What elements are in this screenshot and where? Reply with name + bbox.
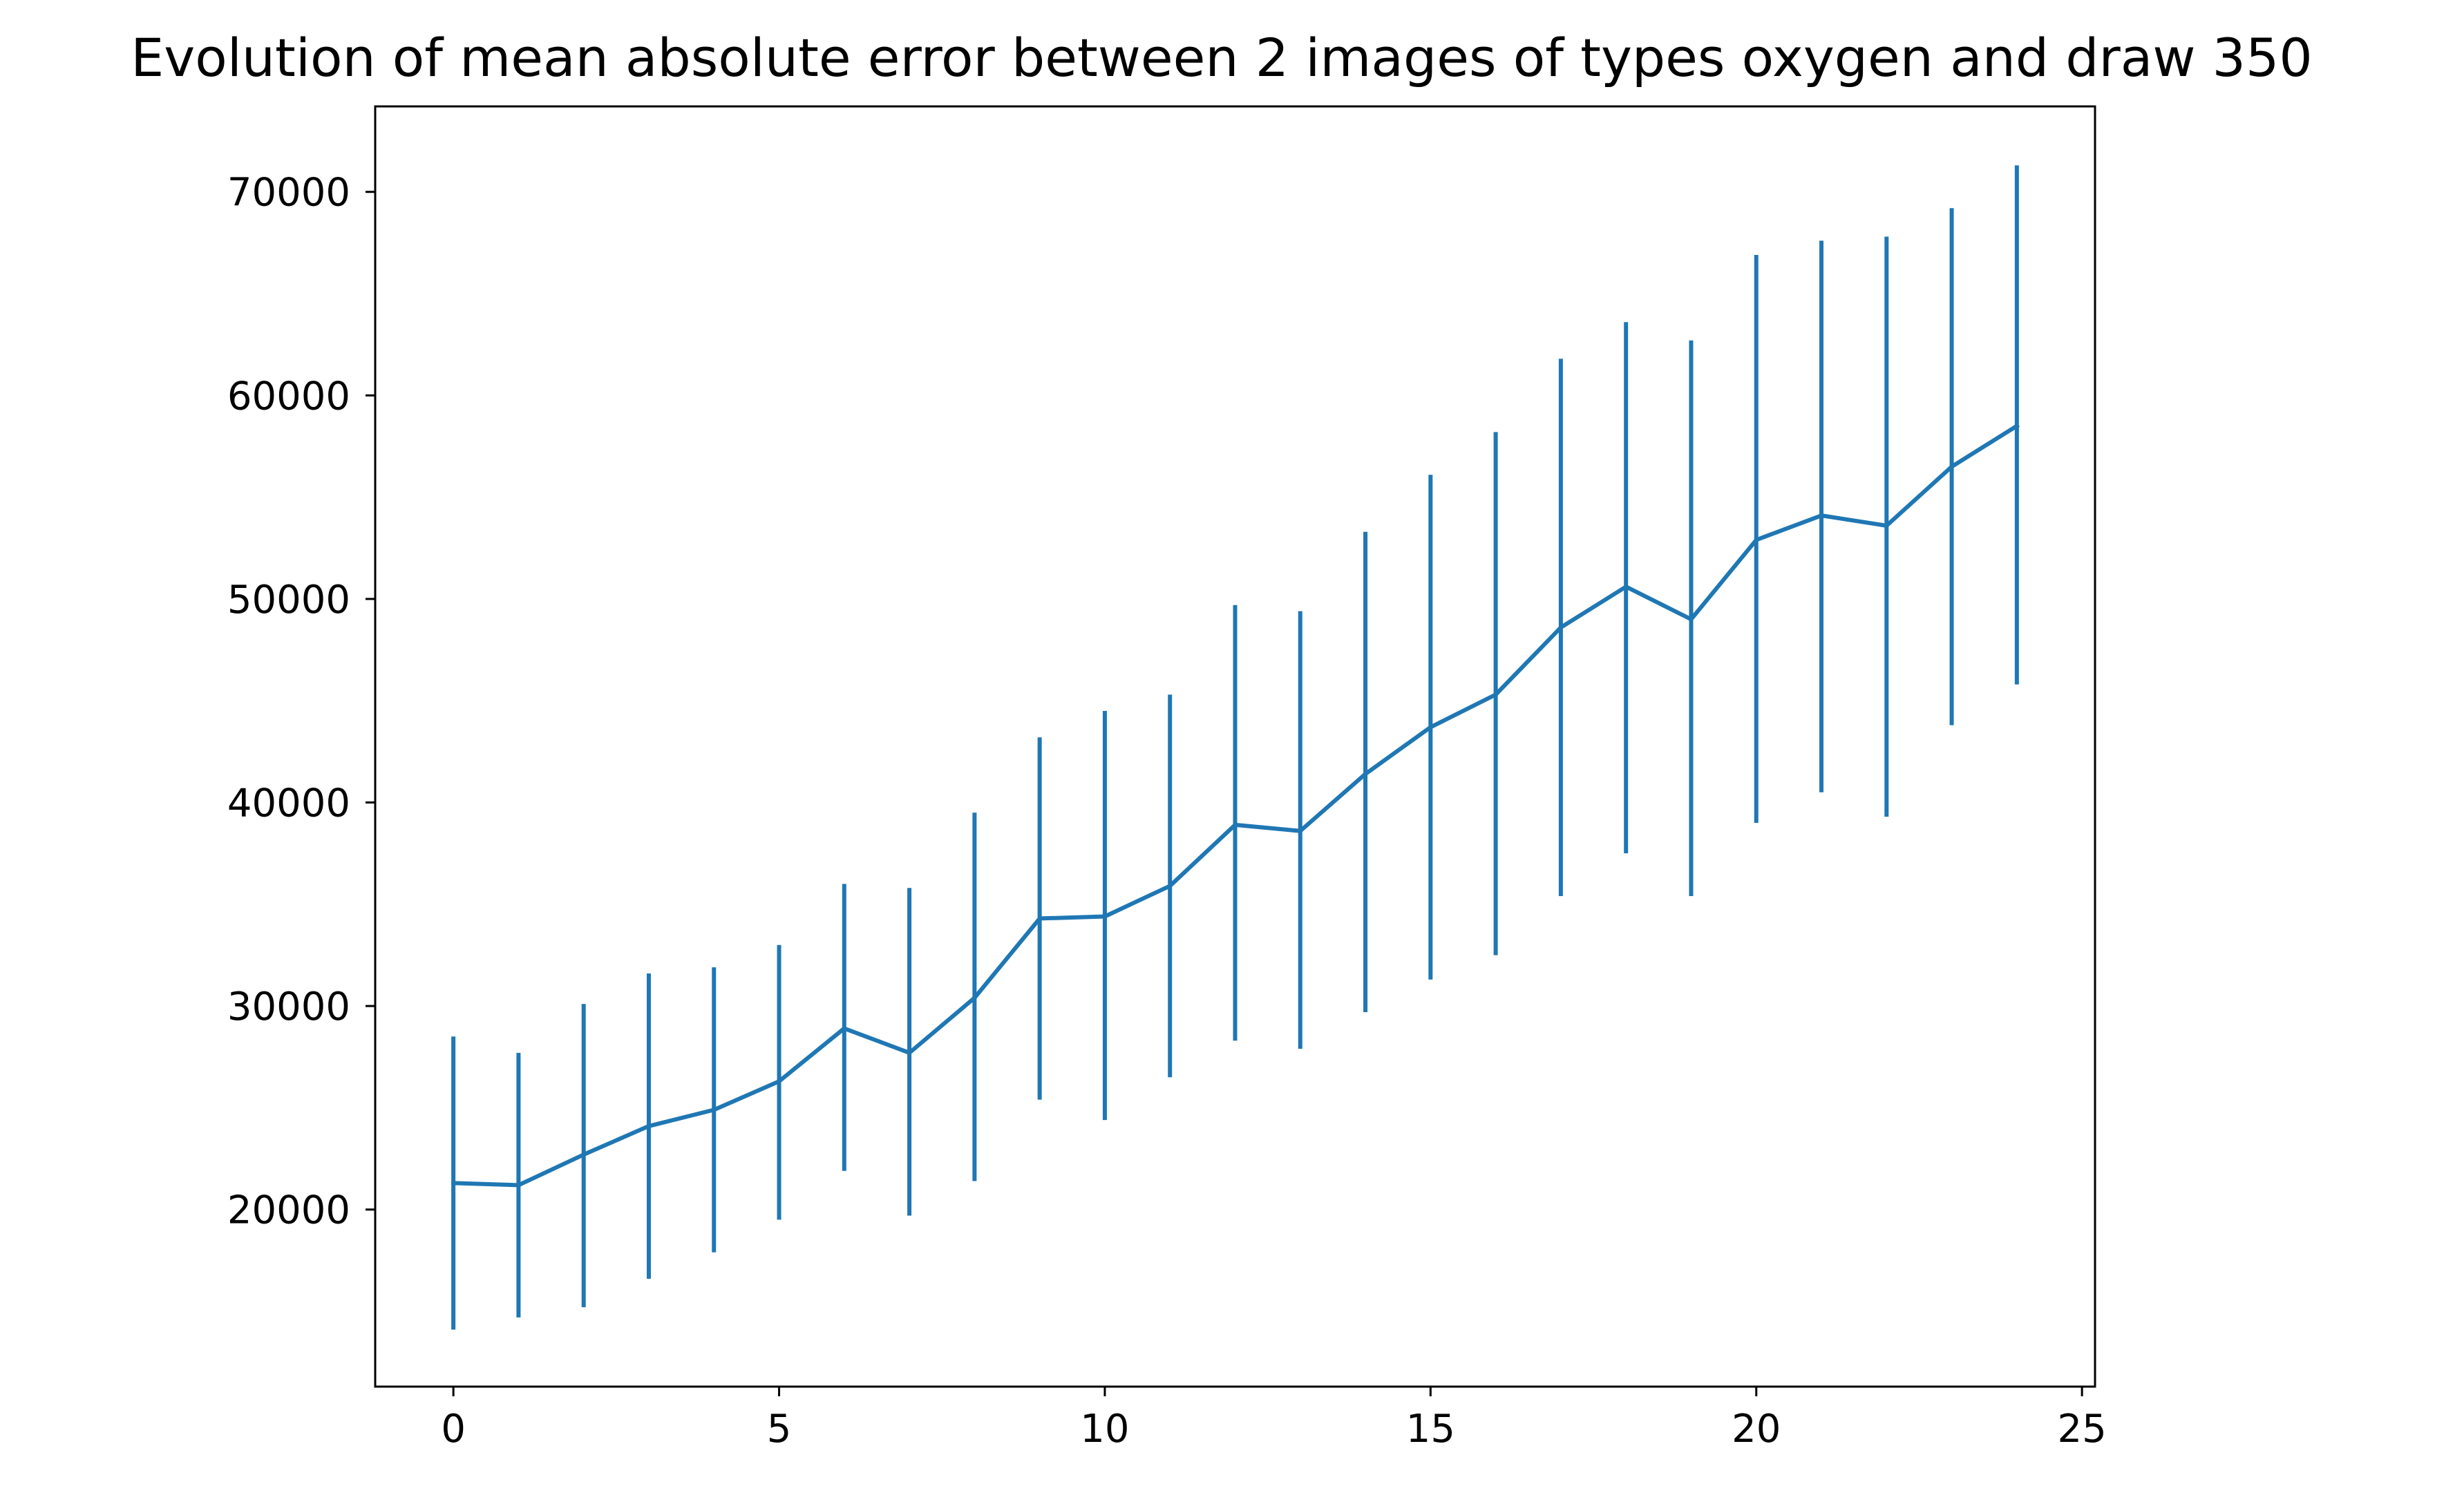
y-tick-label: 40000 [227,781,350,826]
x-tick-label: 20 [1732,1407,1781,1452]
y-tick-label: 20000 [227,1188,350,1233]
x-tick-label: 15 [1406,1407,1455,1452]
axes-frame [374,105,2096,1388]
x-tick-label: 25 [2058,1407,2107,1452]
x-tick-label: 5 [767,1407,792,1452]
y-tick-label: 30000 [227,985,350,1029]
chart-title: Evolution of mean absolute error between… [131,27,2312,88]
plot-area [451,165,2020,1330]
series-line [451,423,2020,1188]
y-tick-label: 50000 [227,578,350,622]
x-tick-label: 0 [441,1407,466,1452]
x-tick-label: 10 [1080,1407,1129,1452]
axes: 0 5 10 15 20 25 20000 30000 40000 50000 60000 70000 [227,105,2107,1452]
y-tick-label: 60000 [227,374,350,419]
y-tick-label: 70000 [227,171,350,216]
